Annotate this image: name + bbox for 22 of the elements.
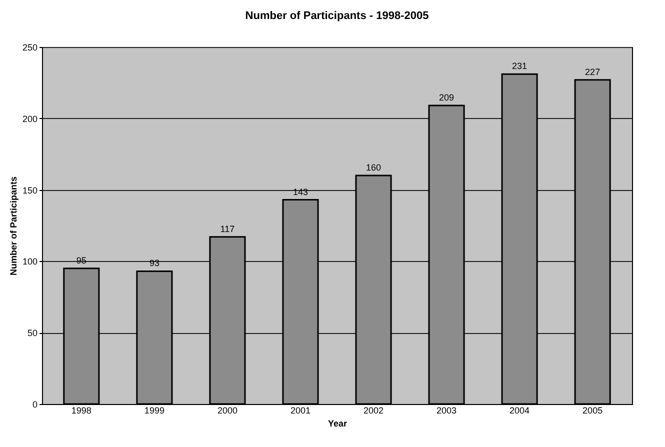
y-tick-label: 250: [22, 42, 38, 52]
data-label: 231: [512, 61, 528, 72]
data-label: 160: [366, 162, 382, 173]
y-axis-title: Number of Participants: [8, 176, 18, 276]
x-tick-label: 2005: [582, 406, 603, 416]
data-label: 117: [220, 224, 235, 234]
x-tick-label: 1999: [144, 406, 164, 416]
data-label: 227: [585, 66, 600, 77]
y-tick-label: 200: [22, 114, 38, 124]
x-tick-label: 2004: [510, 406, 530, 416]
x-tick-label: 2003: [436, 406, 457, 416]
x-tick-label: 2000: [217, 406, 238, 416]
x-tick-label: 2002: [363, 406, 384, 416]
data-label: 209: [439, 92, 454, 103]
y-tick-label: 0: [32, 400, 38, 410]
y-tick-label: 150: [22, 185, 38, 196]
x-tick-label: 2001: [290, 406, 311, 416]
x-tick-label: 1998: [71, 406, 92, 416]
y-tick-label: 100: [22, 256, 38, 267]
y-tick-label: 50: [27, 328, 38, 338]
x-axis-title: Year: [328, 418, 348, 428]
chart-title: Number of Participants - 1998-2005: [245, 10, 429, 22]
